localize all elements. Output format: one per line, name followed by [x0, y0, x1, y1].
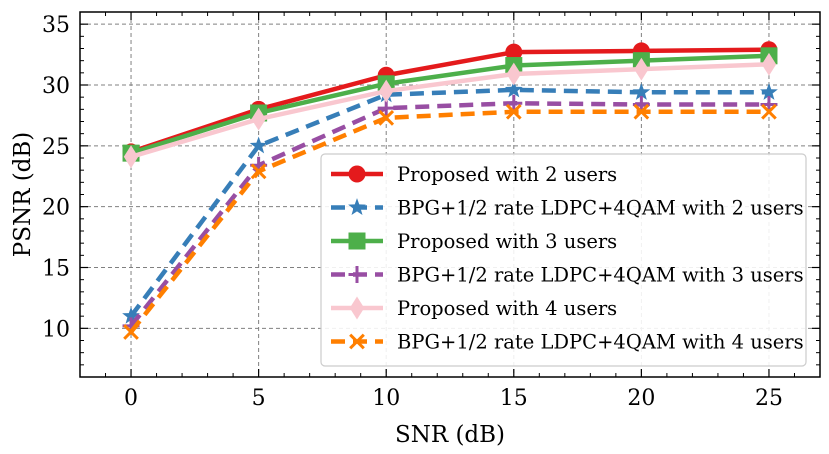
- data-point: [249, 136, 268, 154]
- series-layer: [122, 41, 778, 340]
- data-point: [250, 163, 267, 180]
- legend-marker: [348, 232, 366, 250]
- data-point: [761, 103, 777, 120]
- y-tick-label: 20: [42, 196, 70, 221]
- y-tick-label: 30: [42, 74, 70, 99]
- legend-entry: Proposed with 3 users: [331, 230, 617, 253]
- legend-marker: [348, 165, 366, 183]
- data-point: [378, 79, 394, 103]
- data-point: [634, 57, 649, 81]
- legend-label: BPG+1/2 rate LDPC+4QAM with 3 users: [397, 264, 804, 287]
- series-line: [130, 47, 769, 155]
- series-line: [129, 109, 769, 334]
- data-point: [760, 82, 778, 100]
- legend-entry: BPG+1/2 rate LDPC+4QAM with 2 users: [331, 197, 804, 220]
- legend-label: BPG+1/2 rate LDPC+4QAM with 2 users: [397, 197, 804, 220]
- data-point-b: [123, 324, 139, 340]
- y-tick-label: 35: [42, 13, 70, 38]
- legend-entry: Proposed with 4 users: [331, 296, 617, 320]
- legend-label: Proposed with 2 users: [397, 163, 617, 186]
- y-tick-label: 10: [42, 317, 70, 342]
- legend-marker: [349, 296, 365, 320]
- legend-marker: [348, 266, 366, 283]
- x-tick-label: 5: [252, 386, 266, 411]
- data-point: [505, 94, 523, 112]
- x-tick-label: 25: [755, 386, 783, 411]
- axes: 0 5 10 15 20 25 10 15 20 25 30 35: [42, 11, 821, 411]
- data-point: [123, 145, 139, 169]
- series-line: [129, 101, 769, 328]
- legend-entry: Proposed with 2 users: [331, 163, 617, 186]
- series-6: [123, 103, 777, 340]
- data-point: [505, 43, 523, 61]
- x-tick-label: 0: [124, 386, 138, 411]
- data-point: [506, 62, 522, 86]
- data-point-b: [378, 109, 395, 126]
- x-tick-label: 20: [627, 386, 655, 411]
- legend-box: [320, 153, 807, 367]
- data-point-b: [250, 163, 267, 180]
- data-point-b: [633, 103, 650, 120]
- data-point-b: [505, 103, 522, 120]
- series-5: [123, 52, 777, 169]
- data-point-b: [761, 103, 777, 120]
- x-tick-label: 15: [500, 386, 528, 411]
- legend-label: Proposed with 3 users: [397, 230, 617, 253]
- data-point: [378, 109, 395, 126]
- legend-marker: [348, 198, 366, 216]
- data-point: [123, 324, 139, 340]
- y-axis-label: PSNR (dB): [10, 132, 36, 258]
- legend-label: Proposed with 4 users: [397, 297, 617, 320]
- legend-marker-b: [349, 333, 365, 350]
- data-point: [761, 52, 777, 76]
- data-point: [251, 107, 266, 131]
- y-tick-label: 25: [42, 135, 70, 160]
- legend-marker: [349, 333, 365, 350]
- legend-label: BPG+1/2 rate LDPC+4QAM with 4 users: [397, 331, 804, 354]
- series-line: [130, 62, 770, 159]
- x-tick-label: 10: [372, 386, 400, 411]
- series-line: [130, 53, 770, 156]
- data-point: [504, 80, 523, 98]
- legend-entry: BPG+1/2 rate LDPC+4QAM with 3 users: [331, 264, 804, 287]
- data-point: [633, 103, 650, 120]
- series-line: [129, 87, 769, 318]
- data-point: [122, 306, 140, 324]
- y-tick-label: 15: [42, 257, 70, 282]
- legend-entry: BPG+1/2 rate LDPC+4QAM with 4 users: [331, 331, 804, 354]
- data-point: [505, 103, 522, 120]
- data-point: [632, 82, 651, 100]
- legend: Proposed with 2 users BPG+1/2 rate LDPC+4…: [320, 153, 807, 367]
- x-axis-label: SNR (dB): [395, 422, 505, 448]
